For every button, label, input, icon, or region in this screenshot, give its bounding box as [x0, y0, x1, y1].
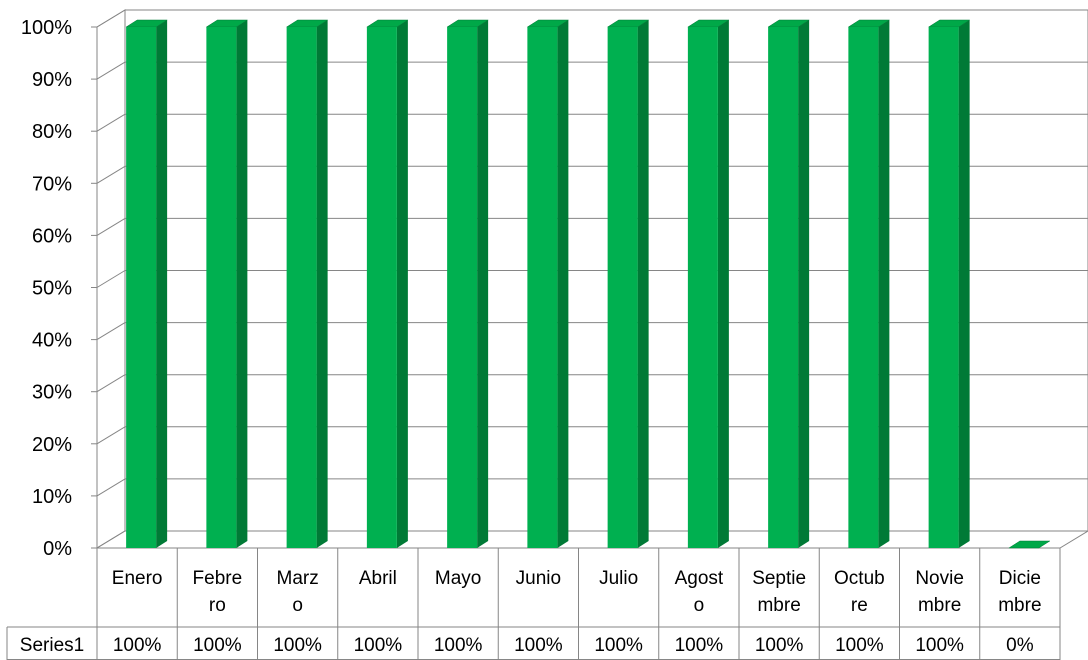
bar-side-face	[477, 20, 489, 548]
x-tick-label: Julio	[599, 568, 638, 589]
side-gridline	[96, 530, 126, 549]
bar-febrero	[205, 19, 249, 548]
data-table-value: 100%	[675, 635, 724, 656]
data-table-value: 100%	[594, 635, 643, 656]
bar-side-face	[396, 20, 408, 548]
side-gridline	[96, 374, 126, 393]
bar-side-face	[557, 20, 569, 548]
data-table-value: 100%	[835, 635, 884, 656]
bar-side-face	[316, 20, 328, 548]
bar-side-face	[958, 20, 970, 548]
bar-front-face	[687, 27, 718, 548]
y-tick-label: 0%	[43, 538, 72, 560]
side-gridline	[96, 426, 126, 445]
bar-side-face	[798, 20, 810, 548]
data-table-value: 100%	[113, 635, 162, 656]
data-table-value: 100%	[273, 635, 322, 656]
side-gridline	[96, 217, 126, 236]
y-tick-label: 20%	[32, 434, 72, 456]
bar-side-face	[236, 20, 248, 548]
x-tick-label: Octub re	[834, 568, 885, 616]
data-table-value: 100%	[434, 635, 483, 656]
bar-side-face	[717, 20, 729, 548]
bar-noviembre	[927, 19, 971, 548]
x-tick-label: Agost o	[675, 568, 724, 616]
bar-agosto	[687, 19, 730, 548]
side-gridline	[96, 113, 126, 132]
data-table-value: 0%	[1006, 635, 1034, 656]
bar-side-face	[637, 20, 649, 548]
y-tick-label: 50%	[32, 278, 72, 300]
bar-side-face	[878, 20, 890, 548]
bar-top-face	[1008, 540, 1051, 549]
side-gridline	[96, 478, 126, 497]
data-table-value: 100%	[755, 635, 804, 656]
data-table: Enero Febre ro Marz o Abril Mayo Junio Julio Agos…	[6, 548, 1061, 660]
bar-abril	[366, 19, 409, 548]
bar-septiembre	[767, 19, 810, 548]
x-tick-label: Febre ro	[193, 568, 243, 616]
bar-front-face	[206, 27, 237, 548]
x-tick-label: Enero	[112, 568, 163, 589]
bar-front-face	[527, 27, 558, 548]
data-table-value: 100%	[915, 635, 964, 656]
bar-front-face	[768, 27, 799, 548]
side-gridline	[96, 270, 126, 288]
bar-front-face	[286, 27, 317, 548]
y-tick-label: 10%	[32, 486, 72, 508]
bar-junio	[526, 19, 570, 548]
bar-mayo	[446, 19, 489, 548]
bar-front-face	[366, 27, 397, 548]
series-name-label: Series1	[20, 635, 84, 656]
x-tick-label: Junio	[516, 568, 561, 589]
bar-front-face	[848, 27, 879, 548]
side-gridline	[96, 165, 126, 184]
data-table-value: 100%	[354, 635, 403, 656]
y-axis-tick-labels: 0% 10% 20% 30% 40% 50% 60% 70% 80% 90% 100%	[21, 17, 72, 560]
x-tick-label: Marz o	[277, 568, 319, 616]
bar-marzo	[285, 19, 329, 548]
bar-diciembre	[1008, 540, 1051, 549]
bar-front-face	[928, 27, 959, 548]
x-tick-label: Abril	[359, 568, 397, 589]
x-tick-label: Novie mbre	[915, 568, 964, 616]
x-tick-label: Dicie mbre	[998, 568, 1041, 616]
x-tick-label: Mayo	[435, 568, 481, 589]
bar-octubre	[847, 19, 891, 548]
bars	[125, 19, 1051, 549]
data-table-value: 100%	[514, 635, 563, 656]
y-tick-label: 100%	[21, 17, 72, 39]
y-tick-label: 30%	[32, 382, 72, 404]
data-table-value: 100%	[193, 635, 242, 656]
y-tick-label: 60%	[32, 225, 72, 247]
bar-julio	[606, 19, 650, 548]
y-tick-label: 90%	[32, 69, 72, 91]
side-gridline	[96, 61, 126, 80]
bar-front-face	[126, 27, 157, 548]
x-tick-label: Septie mbre	[752, 568, 806, 616]
side-gridline	[96, 322, 126, 341]
bar-enero	[125, 19, 168, 548]
side-gridline	[96, 9, 126, 28]
y-tick-label: 80%	[32, 121, 72, 143]
bar-side-face	[156, 20, 168, 548]
y-tick-label: 40%	[32, 330, 72, 352]
bar-front-face	[607, 27, 638, 548]
y-tick-label: 70%	[32, 173, 72, 195]
gridlines	[91, 9, 1088, 549]
bar-front-face	[447, 27, 478, 548]
